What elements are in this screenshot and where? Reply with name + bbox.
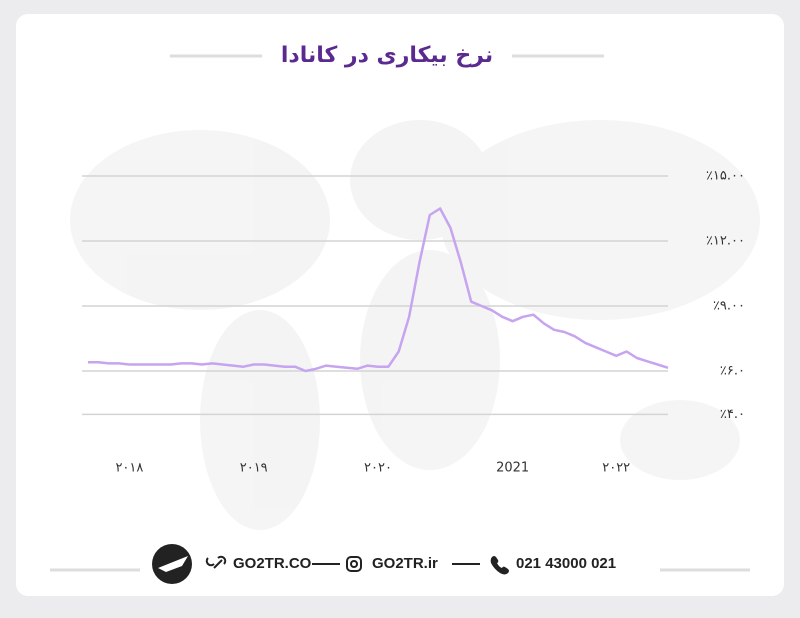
instagram-icon (346, 556, 362, 572)
website: GO2TR.CO (233, 555, 312, 572)
card (16, 14, 784, 596)
y-tick-label: ٪۹.۰۰ (713, 299, 745, 314)
instagram: GO2TR.ir (372, 555, 438, 572)
logo-plane (158, 556, 188, 572)
phone: 021 43000 021 (516, 555, 616, 572)
world-map (70, 120, 760, 530)
x-tick-label: 2021 (496, 461, 529, 476)
x-tick-label: ۲۰۲۰ (364, 461, 392, 476)
instagram-icon-lens (350, 560, 358, 568)
y-tick-label: ٪۱۵.۰۰ (706, 169, 745, 184)
y-tick-label: ٪۱۲.۰۰ (706, 234, 745, 249)
y-tick-label: ٪۴.۰ (720, 407, 745, 422)
x-tick-label: ۲۰۲۲ (602, 461, 630, 476)
link-icon (205, 555, 227, 569)
plot: ٪۱۵.۰۰ ٪۱۲.۰۰ ٪۹.۰۰ ٪۶.۰ ٪۴.۰ ۲۰۱۸ ۲۰۱۹ ۲۰۲۰ 202… (82, 169, 745, 476)
chart-title: نرخ بیکاری در کانادا (281, 43, 493, 68)
phone-icon (490, 556, 509, 575)
y-tick-label: ٪۶.۰ (720, 364, 745, 379)
x-tick-label: ۲۰۱۸ (115, 461, 143, 476)
x-tick-label: ۲۰۱۹ (240, 461, 268, 476)
line-series (88, 207, 669, 373)
